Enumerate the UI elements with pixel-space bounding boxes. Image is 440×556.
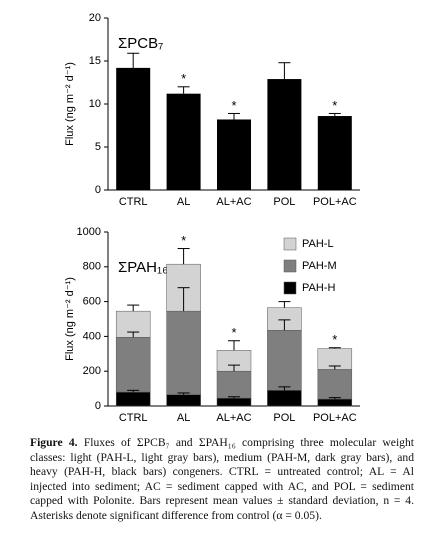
- bar-segment: [267, 330, 302, 391]
- figure: 0 5 10 15 20 Flux (ng m⁻² d⁻¹) ΣPCB₇ CTRL AL * AL+…: [64, 12, 360, 424]
- legend-swatch: [283, 237, 297, 251]
- bar-segment: [166, 310, 201, 395]
- significance-marker: *: [332, 98, 337, 113]
- y-tick-label: 600: [83, 296, 101, 308]
- x-tick-label: AL+AC: [216, 412, 251, 424]
- bar-segment: [115, 391, 151, 407]
- legend-swatch: [283, 281, 297, 295]
- significance-marker: *: [231, 325, 236, 340]
- chart-title: ΣPCB₇: [118, 35, 163, 52]
- y-axis-label: Flux (ng m⁻² d⁻¹): [64, 277, 76, 361]
- x-tick-label: POL+AC: [313, 196, 357, 208]
- x-tick-label: POL+AC: [313, 412, 357, 424]
- bar: [166, 93, 201, 190]
- y-tick-label: 5: [95, 141, 101, 153]
- y-tick-label: 0: [95, 184, 101, 196]
- x-tick-label: AL: [177, 196, 190, 208]
- bar-segment: [267, 390, 302, 407]
- caption: Figure 4. Fluxes of ΣPCB₇ and ΣPAH₁₆ com…: [30, 436, 414, 524]
- bar: [217, 119, 251, 190]
- x-tick-label: AL: [177, 412, 190, 424]
- x-tick-label: AL+AC: [216, 196, 251, 208]
- bar-segment: [115, 337, 151, 393]
- legend-label: PAH-M: [302, 260, 337, 272]
- caption-label: Figure 4.: [30, 436, 78, 449]
- y-tick-label: 0: [95, 400, 101, 412]
- y-tick-label: 10: [89, 98, 101, 110]
- significance-marker: *: [332, 332, 337, 347]
- bar-segment: [317, 369, 353, 400]
- bar: [116, 67, 151, 190]
- significance-marker: *: [181, 233, 186, 248]
- y-tick-label: 1000: [77, 226, 101, 238]
- chart-title: ΣPAH₁₆: [118, 259, 168, 276]
- legend-label: PAH-L: [302, 238, 334, 250]
- x-tick-label: POL: [273, 412, 295, 424]
- x-tick-label: CTRL: [119, 412, 148, 424]
- y-tick-label: 400: [83, 330, 101, 342]
- bar-segment: [216, 397, 252, 407]
- legend-label: PAH-H: [302, 282, 335, 294]
- x-tick-label: POL: [273, 196, 295, 208]
- y-axis-label: Flux (ng m⁻² d⁻¹): [64, 62, 76, 146]
- bar: [317, 116, 352, 190]
- significance-marker: *: [181, 71, 186, 86]
- x-tick-label: CTRL: [119, 196, 148, 208]
- bar-segment: [317, 398, 353, 407]
- y-tick-label: 15: [89, 55, 101, 67]
- bar-segment: [216, 370, 252, 399]
- y-tick-label: 20: [89, 12, 101, 24]
- y-tick-label: 800: [83, 261, 101, 273]
- legend-swatch: [283, 259, 297, 273]
- bar: [267, 79, 302, 190]
- y-tick-label: 200: [83, 365, 101, 377]
- bar-segment: [166, 394, 201, 407]
- significance-marker: *: [231, 98, 236, 113]
- caption-text: Fluxes of ΣPCB₇ and ΣPAH₁₆ comprising th…: [30, 436, 414, 522]
